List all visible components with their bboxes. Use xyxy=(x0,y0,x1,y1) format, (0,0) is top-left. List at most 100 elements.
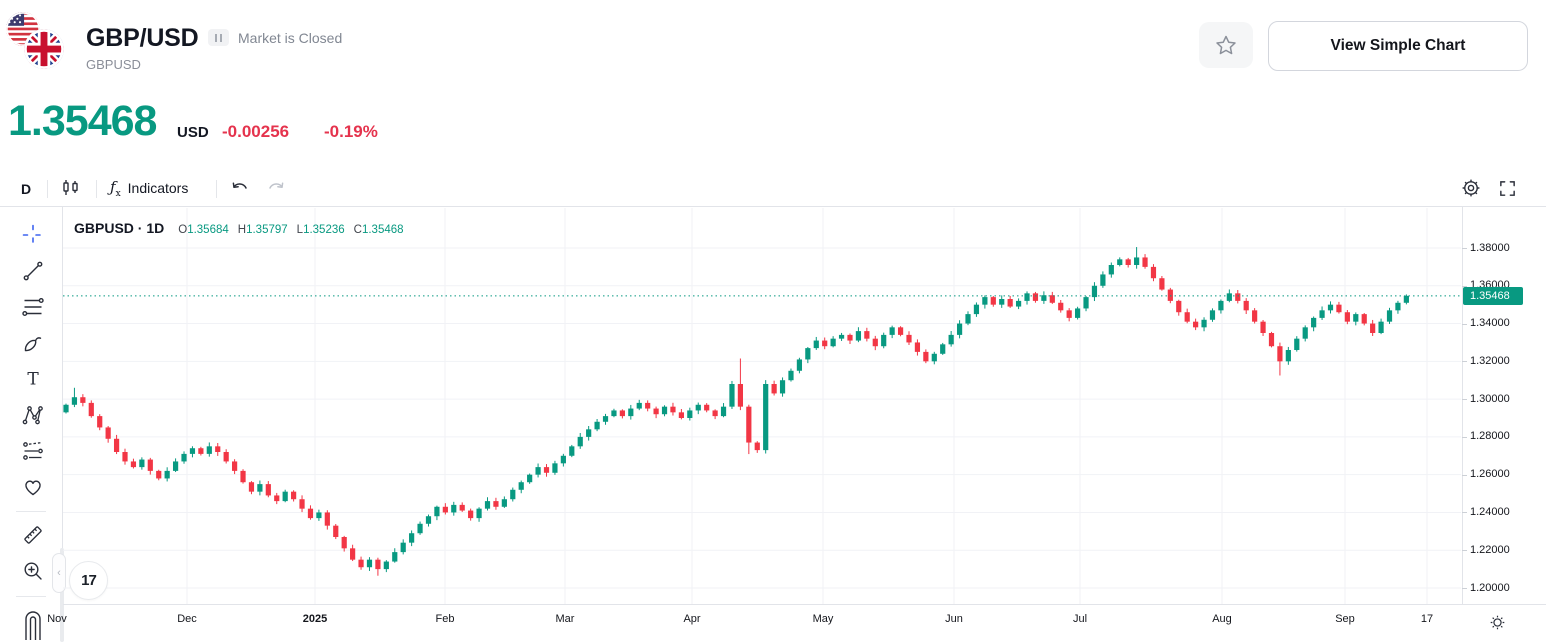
sidebar-scrollbar[interactable] xyxy=(60,548,64,642)
xabcd-pattern-icon xyxy=(21,403,45,427)
tool-text[interactable]: T xyxy=(15,362,51,396)
x-axis-label: 2025 xyxy=(302,613,328,625)
toolbar-separator xyxy=(216,180,217,198)
x-axis-label: Apr xyxy=(683,613,701,625)
magnet-icon xyxy=(20,606,46,640)
y-axis-label: 1.20000 xyxy=(1470,581,1510,594)
chart-plot-area[interactable] xyxy=(63,208,1461,604)
zoom-in-icon xyxy=(21,559,45,583)
undo-button[interactable] xyxy=(224,172,256,204)
axis-gear-icon xyxy=(1489,614,1506,631)
redo-icon xyxy=(266,178,286,198)
view-simple-chart-label: View Simple Chart xyxy=(1330,37,1466,54)
market-closed-pause-icon xyxy=(208,29,229,46)
ruler-icon xyxy=(21,523,45,547)
pair-symbol: GBPUSD xyxy=(86,57,141,72)
tool-fib-retracement[interactable] xyxy=(15,290,51,324)
x-axis-label: Nov xyxy=(47,613,67,625)
toolbar-separator xyxy=(96,180,97,198)
tool-trend-line[interactable] xyxy=(15,254,51,288)
pair-title: GBP/USD xyxy=(86,24,199,52)
gear-icon xyxy=(1461,178,1481,198)
y-axis-label: 1.28000 xyxy=(1470,430,1510,443)
indicators-button[interactable]: ƒx Indicators xyxy=(104,172,214,204)
y-axis-label: 1.32000 xyxy=(1470,354,1510,367)
y-axis-tick xyxy=(1462,550,1467,552)
heart-icon xyxy=(21,475,45,499)
tool-magnet[interactable] xyxy=(15,604,51,642)
market-status-text: Market is Closed xyxy=(238,30,343,46)
brush-icon xyxy=(21,331,45,355)
view-simple-chart-button[interactable]: View Simple Chart xyxy=(1268,21,1528,71)
chart-legend: GBPUSD · 1D O1.35684 H1.35797 L1.35236 C… xyxy=(74,220,404,236)
tool-brush[interactable] xyxy=(15,326,51,360)
tool-emoji[interactable] xyxy=(15,470,51,504)
toolbar-separator xyxy=(47,180,48,198)
price-currency: USD xyxy=(177,124,209,141)
open-value: 1.35684 xyxy=(187,224,229,236)
fib-retracement-icon xyxy=(21,295,45,319)
low-value: 1.35236 xyxy=(303,224,345,236)
x-axis-label: Mar xyxy=(555,613,575,625)
current-price: 1.35468 xyxy=(8,97,157,145)
svg-text:T: T xyxy=(27,370,39,390)
chart-settings-button[interactable] xyxy=(1455,172,1487,204)
uk-flag-icon xyxy=(24,29,64,69)
favorite-star-button[interactable] xyxy=(1199,22,1253,68)
x-axis-label: Jul xyxy=(1072,613,1088,625)
sidebar-divider xyxy=(16,511,46,512)
x-axis-label: 17 xyxy=(1420,613,1434,625)
sidebar-collapse-handle[interactable]: ‹ xyxy=(52,553,66,593)
y-axis-tick xyxy=(1462,361,1467,363)
x-axis-label: Dec xyxy=(177,613,197,625)
candlestick-chart[interactable] xyxy=(63,208,1461,604)
price-change-percent: -0.19% xyxy=(324,122,378,141)
indicators-label: Indicators xyxy=(127,180,189,196)
fullscreen-button[interactable] xyxy=(1491,172,1523,204)
x-axis-label: Aug xyxy=(1212,613,1232,625)
sidebar-right-border xyxy=(62,207,63,604)
legend-symbol[interactable]: GBPUSD · 1D xyxy=(74,220,165,236)
crosshair-icon xyxy=(21,223,45,247)
undo-icon xyxy=(230,178,250,198)
redo-button[interactable] xyxy=(260,172,292,204)
time-axis-border xyxy=(63,604,1546,605)
tool-zoom-in[interactable] xyxy=(15,554,51,588)
chart-style-button[interactable] xyxy=(55,172,87,204)
y-axis-label: 1.34000 xyxy=(1470,317,1510,330)
price-axis[interactable]: 1.38000 1.36000 1.34000 1.32000 1.30000 1.280… xyxy=(1462,0,1546,604)
us-flag-icon xyxy=(6,12,40,46)
currency-pair-flags xyxy=(6,12,70,74)
tool-xabcd-pattern[interactable] xyxy=(15,398,51,432)
time-axis-settings-button[interactable] xyxy=(1482,607,1512,637)
y-axis-tick xyxy=(1462,248,1467,249)
current-price-tag: 1.35468 xyxy=(1463,286,1523,305)
fx-icon: ƒx xyxy=(110,177,121,199)
toolbar-bottom-border xyxy=(0,206,1546,207)
y-axis-label: 1.24000 xyxy=(1470,505,1510,518)
tool-crosshair[interactable] xyxy=(15,218,51,252)
tool-long-short-position[interactable] xyxy=(15,434,51,468)
tradingview-logo[interactable]: 17 xyxy=(69,561,108,600)
text-tool-icon: T xyxy=(21,367,45,391)
x-axis-label: Feb xyxy=(435,613,455,625)
sidebar-divider xyxy=(16,596,46,597)
x-axis-label: Sep xyxy=(1335,613,1355,625)
tool-measure[interactable] xyxy=(15,518,51,552)
interval-selector[interactable]: D xyxy=(21,181,32,197)
y-axis-tick xyxy=(1462,512,1467,514)
chevron-left-icon: ‹ xyxy=(57,567,61,579)
fullscreen-icon xyxy=(1498,179,1517,198)
y-axis-tick xyxy=(1462,588,1467,589)
y-axis-tick xyxy=(1462,436,1467,438)
price-axis-border xyxy=(1462,207,1463,604)
y-axis-tick xyxy=(1462,285,1467,287)
y-axis-tick xyxy=(1462,399,1467,401)
high-value: 1.35797 xyxy=(246,224,288,236)
y-axis-tick xyxy=(1462,323,1467,325)
long-short-position-icon xyxy=(21,439,45,463)
time-axis[interactable]: Nov Dec 2025 Feb Mar Apr May Jun Jul Aug Sep 17 xyxy=(0,604,1546,642)
x-axis-label: May xyxy=(812,613,834,625)
legend-ohlc: O1.35684 H1.35797 L1.35236 C1.35468 xyxy=(178,224,404,236)
